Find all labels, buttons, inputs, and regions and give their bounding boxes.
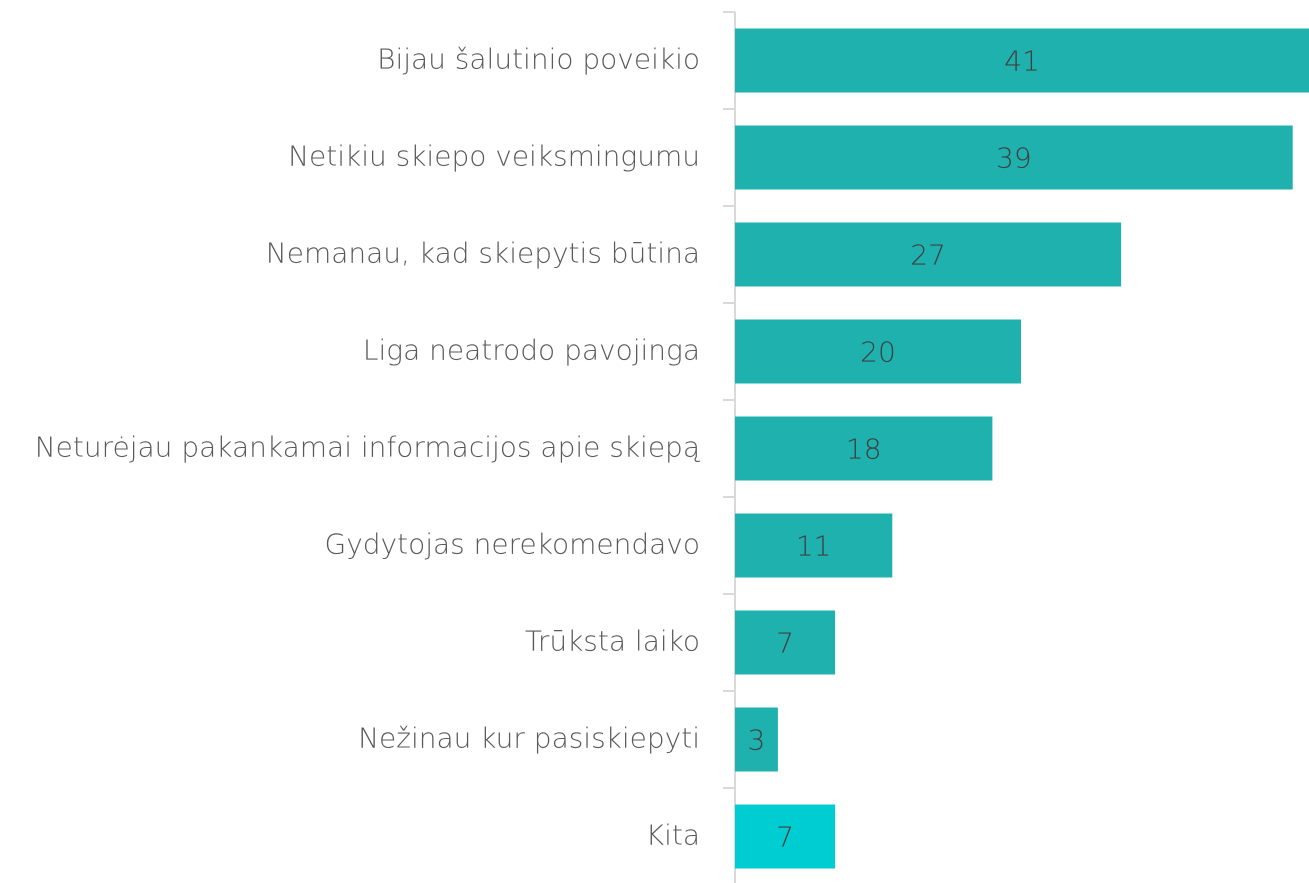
bar xyxy=(735,804,836,869)
bar xyxy=(735,319,1021,384)
category-label: Neturėjau pakankamai informacijos apie s… xyxy=(35,431,700,464)
category-label: Liga neatrodo pavojinga xyxy=(363,334,700,367)
data-label: 7 xyxy=(776,627,794,660)
category-label: Kita xyxy=(646,819,700,852)
bar xyxy=(735,222,1122,287)
category-label: Nemanau, kad skiepytis būtina xyxy=(266,237,700,270)
category-label: Netikiu skiepo veiksmingumu xyxy=(288,140,700,173)
data-label: 41 xyxy=(1004,45,1040,78)
bar xyxy=(735,610,836,675)
data-label: 20 xyxy=(860,336,896,369)
data-label: 18 xyxy=(846,433,882,466)
data-label: 3 xyxy=(748,724,766,757)
category-label: Bijau šalutinio poveikio xyxy=(377,43,700,76)
category-label: Nežinau kur pasiskiepyti xyxy=(358,722,700,755)
category-label: Trūksta laiko xyxy=(525,625,700,658)
category-label: Gydytojas nerekomendavo xyxy=(325,528,700,561)
data-label: 7 xyxy=(776,821,794,854)
bar xyxy=(735,125,1293,190)
bar xyxy=(735,28,1309,93)
bar xyxy=(735,513,893,578)
data-label: 11 xyxy=(796,530,832,563)
data-label: 27 xyxy=(910,239,946,272)
data-label: 39 xyxy=(996,142,1032,175)
bar xyxy=(735,707,778,772)
bar xyxy=(735,416,993,481)
